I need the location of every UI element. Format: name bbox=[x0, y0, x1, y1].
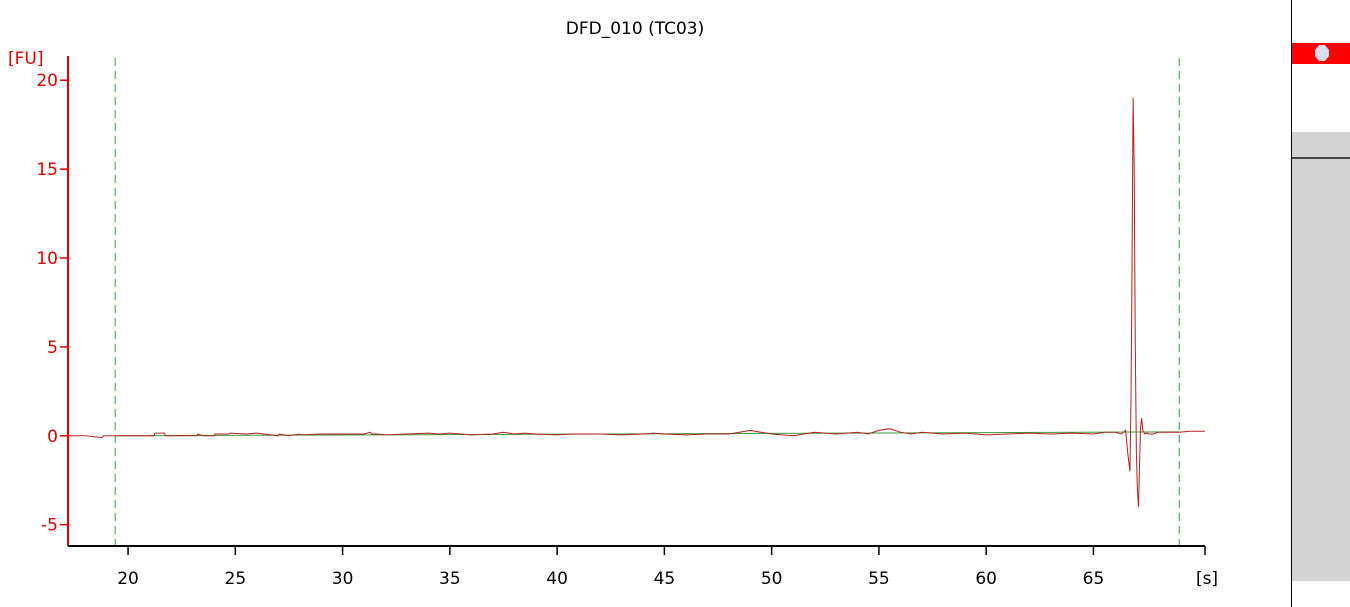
x-tick-label: 25 bbox=[225, 569, 247, 589]
y-tick-label: 15 bbox=[36, 160, 58, 180]
scrollbar-position-marker[interactable] bbox=[1292, 157, 1350, 159]
x-tick-label: 35 bbox=[439, 569, 461, 589]
y-axis-unit: [FU] bbox=[8, 49, 44, 69]
x-tick-label: 30 bbox=[332, 569, 354, 589]
channel-tab[interactable] bbox=[1292, 43, 1350, 64]
x-axis-unit: [s] bbox=[1196, 569, 1218, 589]
x-tick-label: 20 bbox=[117, 569, 139, 589]
y-tick-label: 5 bbox=[47, 338, 58, 358]
series-line-1 bbox=[68, 97, 1205, 507]
scrollbar-track[interactable] bbox=[1292, 132, 1350, 581]
x-tick-label: 65 bbox=[1083, 569, 1105, 589]
chart: DFD_010 (TC03) [FU] [s] -5 0 5 10 15 20 20 25 30… bbox=[8, 19, 1218, 589]
y-tick-label: 10 bbox=[36, 249, 58, 269]
side-panel-border bbox=[1291, 0, 1292, 607]
y-tick-label: 0 bbox=[47, 427, 58, 447]
x-tick-label: 60 bbox=[975, 569, 997, 589]
x-tick-label: 40 bbox=[546, 569, 568, 589]
channel-indicator-icon bbox=[1315, 45, 1329, 61]
y-tick-label: 20 bbox=[36, 71, 58, 91]
y-tick-label: -5 bbox=[41, 516, 58, 536]
chart-title: DFD_010 (TC03) bbox=[566, 19, 704, 39]
x-tick-label: 45 bbox=[654, 569, 676, 589]
x-tick-label: 55 bbox=[868, 569, 890, 589]
x-tick-label: 50 bbox=[761, 569, 783, 589]
channel-side-panel bbox=[1291, 0, 1350, 607]
